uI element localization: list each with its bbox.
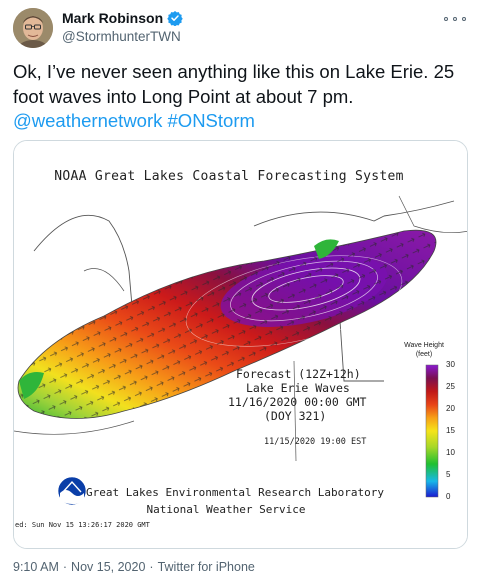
author-block: Mark Robinson @StormhunterTWN <box>62 10 183 44</box>
map-title: NOAA Great Lakes Coastal Forecasting Sys… <box>54 169 404 184</box>
tweet-meta: 9:10 AM · Nov 15, 2020 · Twitter for iPh… <box>13 560 255 574</box>
forecast-line-1: Forecast (12Z+12h) <box>236 367 361 381</box>
legend-tick: 20 <box>446 404 455 413</box>
legend-tick: 30 <box>446 360 455 369</box>
meta-separator: · <box>62 560 68 574</box>
legend-tick: 25 <box>446 382 455 391</box>
tweet-client[interactable]: Twitter for iPhone <box>157 560 255 574</box>
tweet-text: Ok, I’ve never seen anything like this o… <box>13 60 473 134</box>
noaa-logo-icon <box>57 476 87 506</box>
author-name[interactable]: Mark Robinson <box>62 10 164 26</box>
tweet-media-image[interactable]: NOAA Great Lakes Coastal Forecasting Sys… <box>13 140 468 549</box>
meta-separator: · <box>149 560 154 574</box>
legend-tick: 15 <box>446 426 455 435</box>
author-handle[interactable]: @StormhunterTWN <box>62 29 181 44</box>
forecast-line-3: 11/16/2020 00:00 GMT <box>228 395 367 409</box>
legend-tick: 0 <box>446 492 451 501</box>
forecast-line-4: (DOY 321) <box>264 409 327 423</box>
local-time: 11/15/2020 19:00 EST <box>264 437 367 447</box>
tweet-date[interactable]: Nov 15, 2020 <box>71 560 146 574</box>
generated-timestamp: ed: Sun Nov 15 13:26:17 2020 GMT <box>15 521 150 529</box>
tweet-body: Ok, I’ve never seen anything like this o… <box>13 61 455 107</box>
lab-name: Great Lakes Environmental Research Labor… <box>86 486 385 499</box>
avatar[interactable] <box>13 8 53 48</box>
forecast-line-2: Lake Erie Waves <box>246 381 350 395</box>
tweet-time[interactable]: 9:10 AM <box>13 560 59 574</box>
hashtag-link[interactable]: #ONStorm <box>167 110 255 131</box>
mention-link[interactable]: @weathernetwork <box>13 110 163 131</box>
author-name-row[interactable]: Mark Robinson <box>62 10 183 26</box>
wave-forecast-map <box>14 141 467 548</box>
verified-badge-icon <box>167 11 183 26</box>
legend-tick: 10 <box>446 448 455 457</box>
agency-name: National Weather Service <box>146 503 306 516</box>
legend-tick: 5 <box>446 470 451 479</box>
legend-title: Wave Height (feet) <box>404 342 444 358</box>
avatar-photo <box>13 8 53 48</box>
more-options-icon[interactable] <box>444 12 466 26</box>
